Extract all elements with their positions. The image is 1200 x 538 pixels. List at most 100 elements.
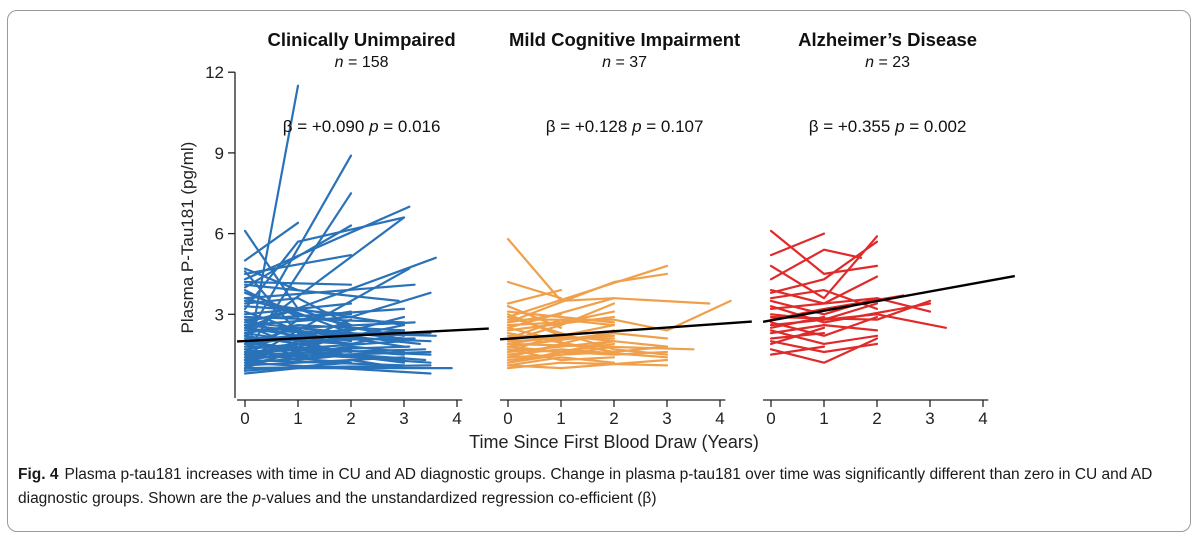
panel-n-label: n = 158	[335, 54, 389, 71]
regression-line	[499, 320, 752, 341]
p-italic: p	[368, 117, 378, 136]
trajectory-line	[769, 345, 826, 356]
trajectory-line	[506, 332, 669, 348]
trajectory-line	[769, 337, 879, 364]
caption-text-part2: -values and the unstandardized regressio…	[261, 490, 657, 507]
x-tick-label-1: 1	[556, 409, 565, 428]
caption-p-italic: p	[252, 490, 261, 507]
trajectory-line	[243, 340, 406, 364]
beta-p-annotation: β = +0.090 p = 0.016	[283, 117, 441, 136]
figure-frame	[7, 10, 1191, 532]
trajectory-line	[506, 237, 616, 302]
trajectory-line	[506, 315, 616, 332]
p-value: = 0.002	[905, 117, 967, 136]
x-tick-label-2: 2	[346, 409, 355, 428]
x-tick-label-3: 3	[662, 409, 671, 428]
trajectory-line	[506, 340, 616, 364]
trajectory-line	[243, 299, 406, 327]
x-tick-label-0: 0	[503, 409, 512, 428]
trajectory-line	[243, 256, 437, 329]
x-tick-label-4: 4	[452, 409, 461, 428]
trajectory-line	[506, 289, 563, 305]
trajectory-line	[506, 310, 616, 324]
trajectory-line	[243, 315, 406, 356]
regression-line	[236, 327, 489, 343]
x-tick-label-0: 0	[240, 409, 249, 428]
trajectory-line	[243, 283, 400, 302]
trajectory-line	[243, 297, 353, 327]
x-tick-label-1: 1	[293, 409, 302, 428]
n-italic: n	[602, 54, 611, 71]
trajectory-line	[506, 348, 616, 362]
x-tick-label-3: 3	[925, 409, 934, 428]
p-value: = 0.016	[379, 117, 441, 136]
caption-label: Fig. 4	[18, 466, 59, 483]
beta-text: β = +0.128	[546, 117, 632, 136]
trajectory-line	[243, 224, 353, 289]
trajectory-line	[769, 232, 826, 257]
trajectory-line	[243, 283, 416, 300]
x-tick-label-2: 2	[609, 409, 618, 428]
panel-title: Mild Cognitive Impairment	[509, 29, 740, 50]
trajectory-line	[243, 216, 406, 310]
trajectory-line	[243, 361, 432, 375]
caption-text-part1: Plasma p-tau181 increases with time in C…	[18, 466, 1153, 507]
panel-n-label: n = 37	[602, 54, 647, 71]
p-italic: p	[894, 117, 904, 136]
trajectory-line	[506, 280, 563, 300]
y-tick-label-12: 12	[205, 63, 224, 82]
trajectory-line	[506, 313, 563, 324]
beta-text: β = +0.355	[809, 117, 895, 136]
x-tick-label-1: 1	[819, 409, 828, 428]
panel-title: Clinically Unimpaired	[268, 29, 456, 50]
n-italic: n	[335, 54, 344, 71]
trajectory-line	[243, 358, 406, 375]
x-tick-label-4: 4	[978, 409, 987, 428]
trajectory-line	[243, 297, 353, 327]
p-italic: p	[631, 117, 641, 136]
trajectory-line	[506, 310, 616, 327]
trajectory-line	[243, 154, 353, 343]
trajectory-line	[769, 248, 863, 281]
trajectory-line	[769, 329, 879, 345]
n-value: = 37	[611, 54, 647, 71]
panel-1: 0 1 2 3 4 Mild Cognitive Impairment n = 37 β = …	[499, 29, 752, 428]
trajectory-line	[769, 315, 879, 337]
n-value: = 23	[874, 54, 910, 71]
x-tick-label-4: 4	[715, 409, 724, 428]
x-axis-label: Time Since First Blood Draw (Years)	[469, 432, 759, 452]
x-tick-label-2: 2	[872, 409, 881, 428]
trajectory-line	[243, 307, 406, 337]
trajectory-line	[769, 326, 826, 345]
trajectory-line	[506, 326, 563, 343]
trajectory-line	[243, 324, 406, 348]
trajectory-line	[243, 332, 353, 370]
figure-caption: Fig. 4 Plasma p-tau181 increases with tim…	[18, 463, 1183, 511]
panel-title: Alzheimer’s Disease	[798, 29, 977, 50]
trajectory-line	[243, 280, 353, 286]
beta-p-annotation: β = +0.355 p = 0.002	[809, 117, 967, 136]
y-tick-label-9: 9	[215, 144, 224, 163]
beta-p-annotation: β = +0.128 p = 0.107	[546, 117, 704, 136]
trajectory-line	[506, 342, 695, 351]
n-italic: n	[865, 54, 874, 71]
trajectory-line	[506, 358, 669, 370]
panel-n-label: n = 23	[865, 54, 910, 71]
y-axis-label: Plasma P-Tau181 (pg/ml)	[178, 142, 197, 334]
beta-text: β = +0.090	[283, 117, 369, 136]
n-value: = 158	[344, 54, 389, 71]
trajectory-line	[769, 240, 879, 294]
trajectory-line	[243, 267, 300, 292]
trajectory-line	[769, 229, 879, 275]
trajectory-line	[243, 221, 300, 262]
x-tick-label-3: 3	[399, 409, 408, 428]
y-tick-label-6: 6	[215, 225, 224, 244]
trajectory-line	[506, 315, 669, 356]
regression-line	[762, 274, 1016, 324]
trajectory-line	[506, 356, 616, 367]
trajectory-line	[506, 272, 669, 324]
trajectory-line	[506, 305, 563, 329]
y-tick-label-3: 3	[215, 305, 224, 324]
trajectory-line	[769, 324, 879, 335]
